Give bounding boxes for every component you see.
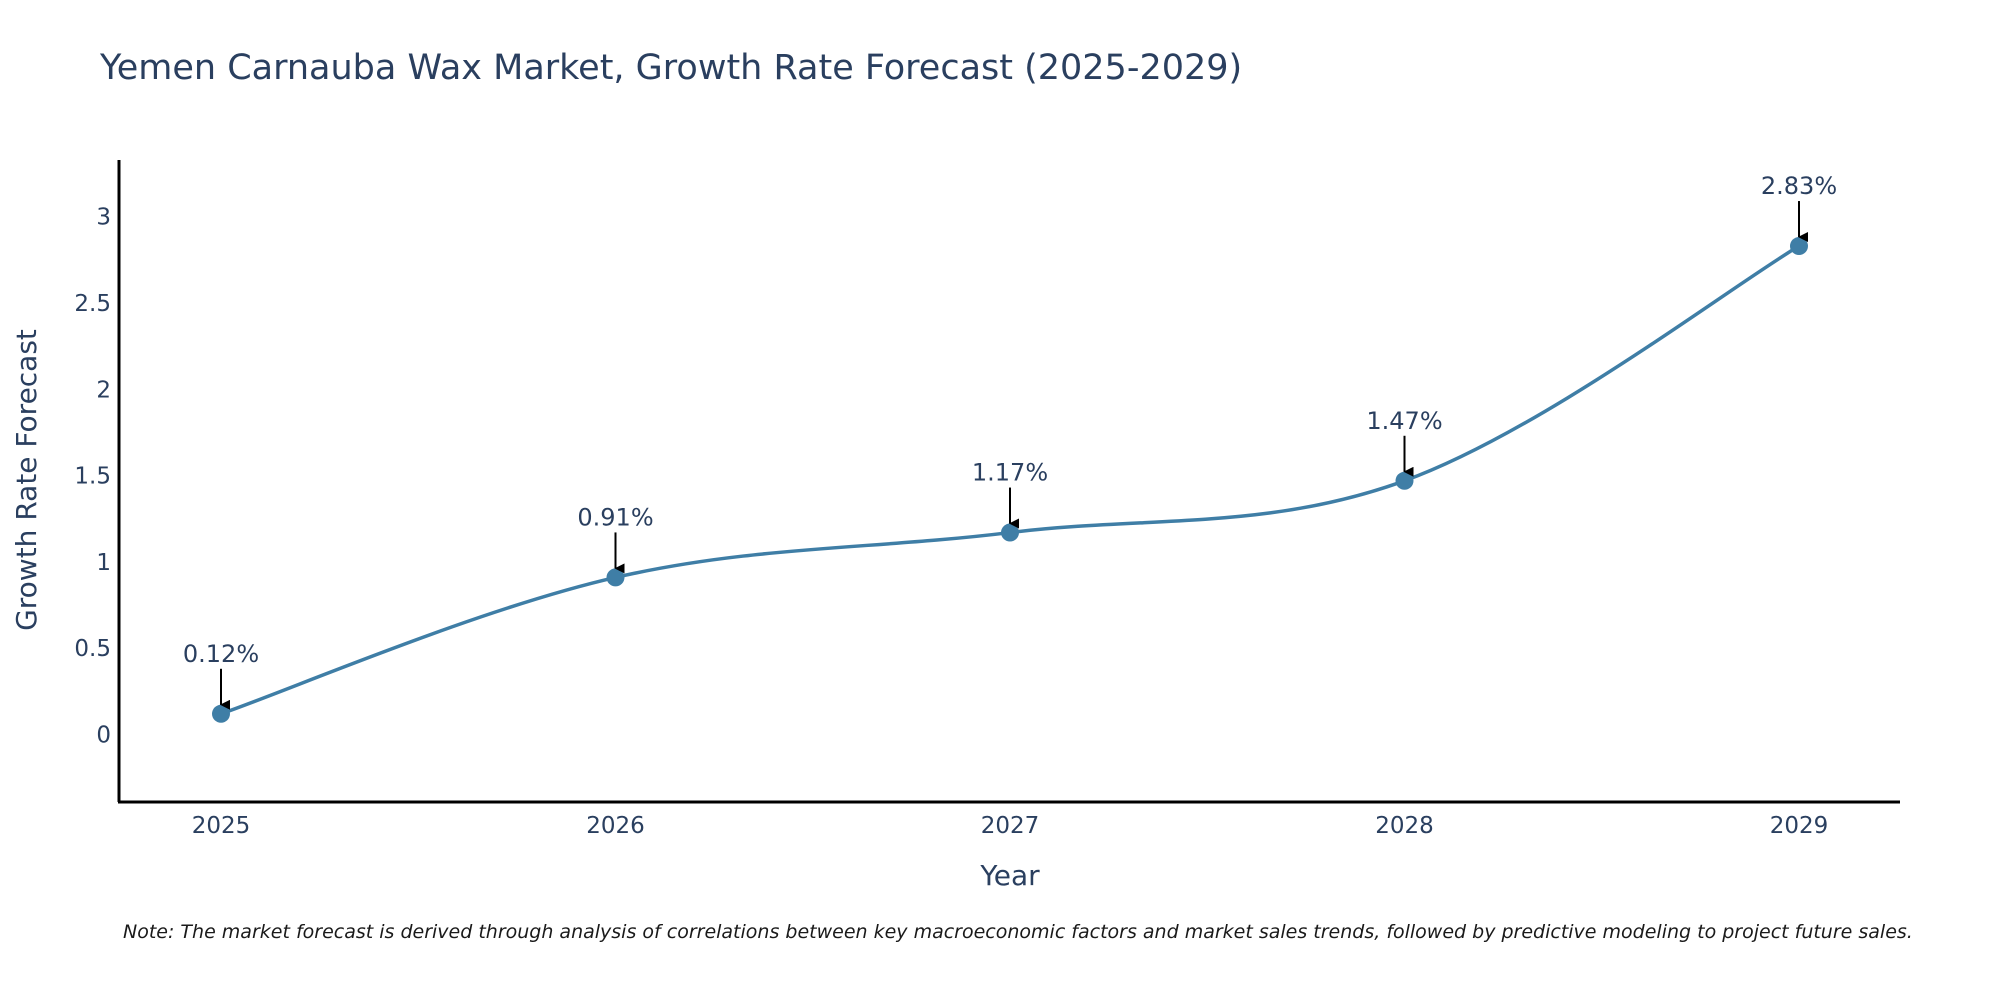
y-tick-label: 2.5 xyxy=(74,291,111,317)
y-tick-label: 0.5 xyxy=(74,636,111,662)
x-tick-label: 2027 xyxy=(981,813,1040,839)
y-tick-label: 1.5 xyxy=(74,464,111,490)
data-point[interactable] xyxy=(606,568,625,587)
y-tick-label: 2 xyxy=(96,377,111,403)
x-axis-title: Year xyxy=(979,859,1040,892)
y-tick-label: 3 xyxy=(96,205,111,231)
data-point[interactable] xyxy=(1001,523,1019,542)
data-label: 1.47% xyxy=(1366,407,1442,435)
y-axis-title: Growth Rate Forecast xyxy=(10,329,43,631)
data-label-annotations: 0.12% 0.91% 1.17% 1.47% 2.83% xyxy=(183,172,1837,710)
data-point[interactable] xyxy=(212,704,230,723)
y-tick-label: 1 xyxy=(96,550,111,576)
data-point[interactable] xyxy=(1790,237,1808,256)
x-tick-label: 2029 xyxy=(1770,813,1829,839)
x-axis-ticks: 2025 2026 2027 2028 2029 xyxy=(192,813,1829,839)
data-label: 0.91% xyxy=(577,503,653,531)
data-point[interactable] xyxy=(1395,471,1414,490)
x-tick-label: 2025 xyxy=(192,813,251,839)
x-tick-label: 2026 xyxy=(586,813,645,839)
x-tick-label: 2028 xyxy=(1375,813,1434,839)
plot-area: 0 0.5 1 1.5 2 2.5 3 2025 2026 2027 2028 2029 0.12%… xyxy=(74,160,1900,839)
chart-title: Yemen Carnauba Wax Market, Growth Rate F… xyxy=(99,48,1242,88)
data-label: 1.17% xyxy=(972,459,1048,487)
footnote: Note: The market forecast is derived thr… xyxy=(123,921,1913,943)
y-tick-label: 0 xyxy=(96,723,111,749)
data-label: 0.12% xyxy=(183,640,259,668)
y-axis-ticks: 0 0.5 1 1.5 2 2.5 3 xyxy=(74,205,111,749)
data-label: 2.83% xyxy=(1761,172,1837,200)
